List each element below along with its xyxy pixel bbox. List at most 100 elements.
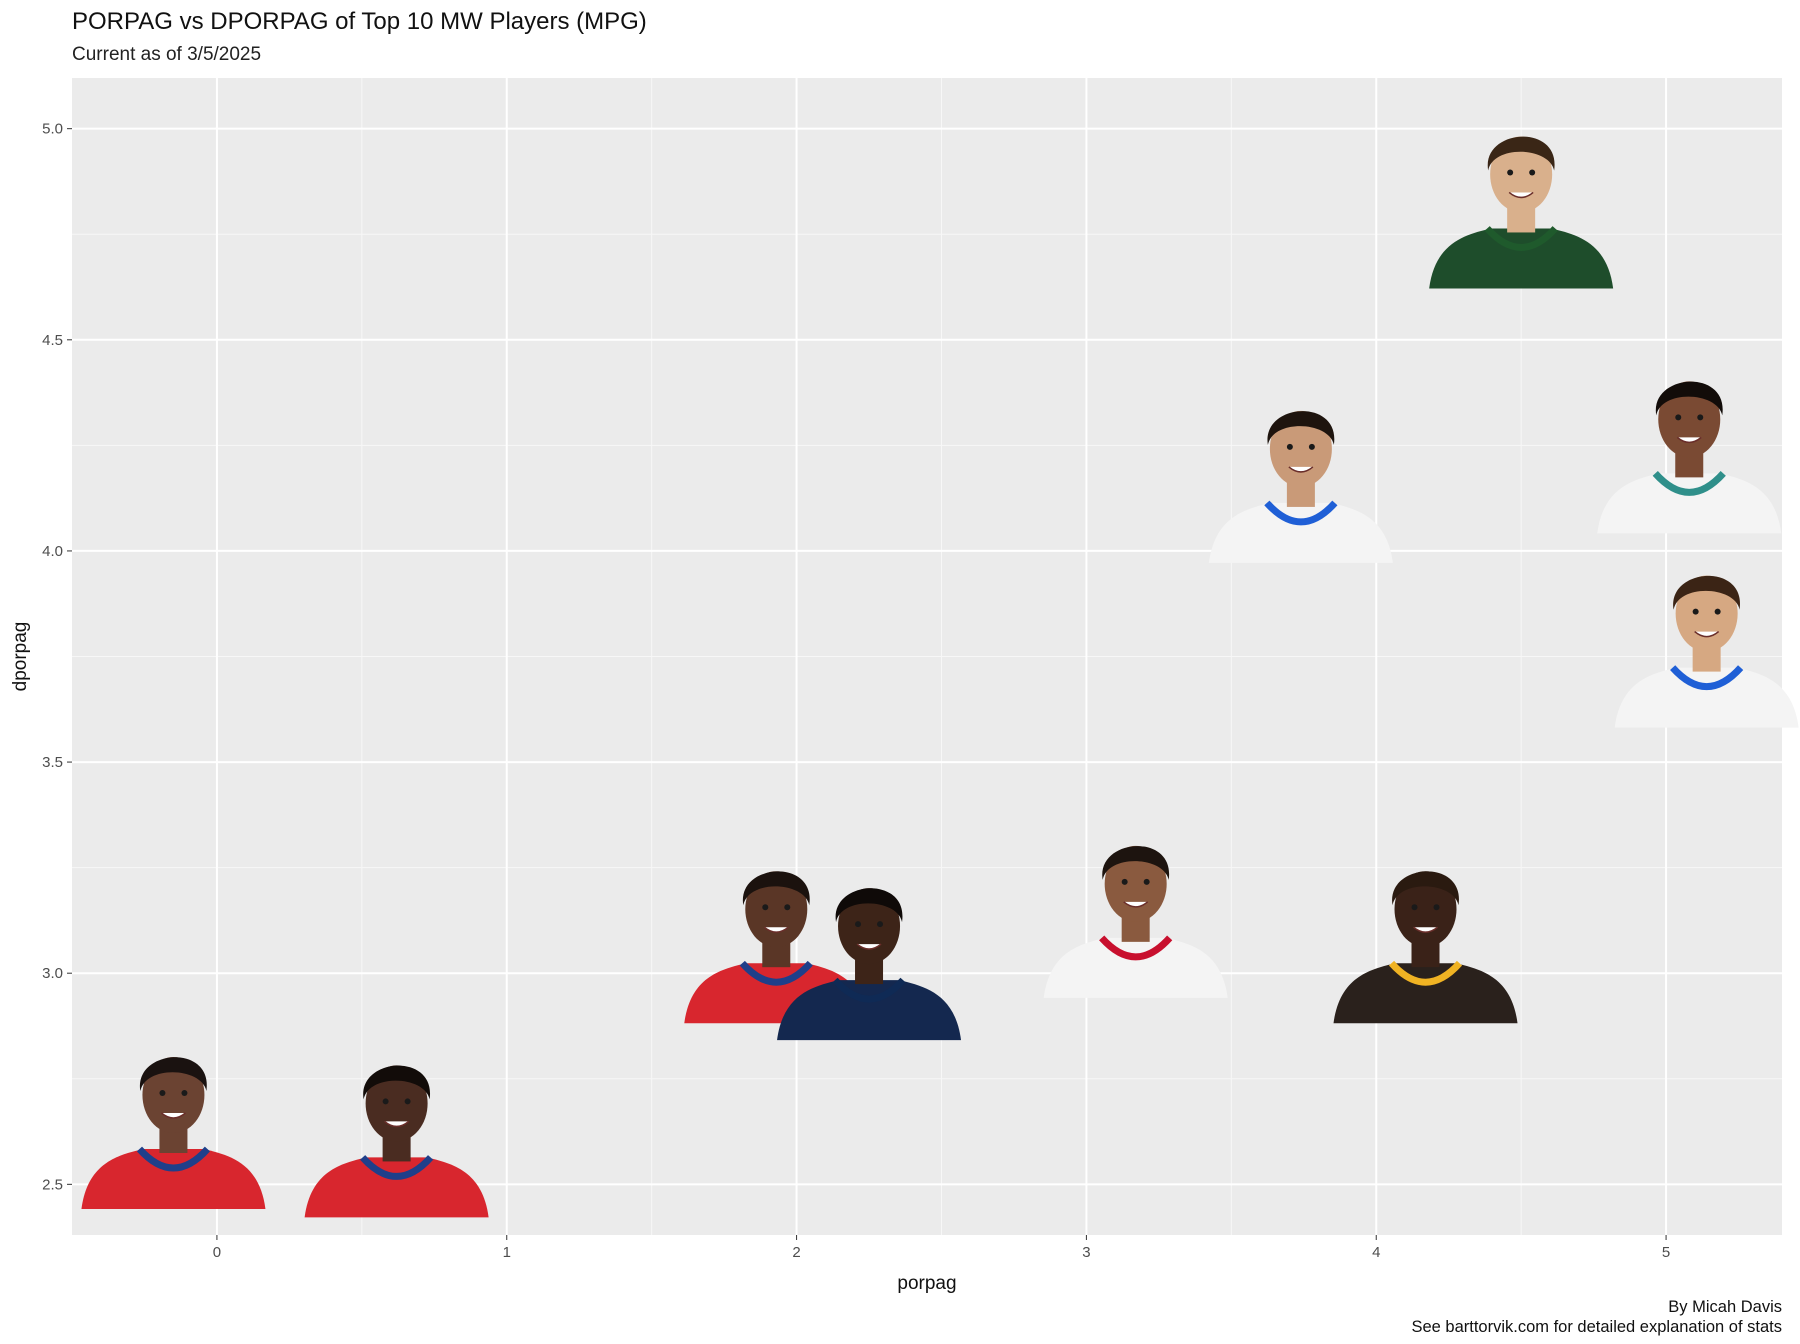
hair-shape	[363, 1065, 431, 1100]
smile-shape	[384, 1120, 410, 1128]
caption-author: By Micah Davis	[1668, 1298, 1782, 1316]
jersey-shape	[777, 980, 962, 1041]
x-tick-label: 4	[1372, 1244, 1380, 1261]
hair-shape	[835, 888, 903, 923]
player-headshot-marker	[777, 888, 962, 1041]
eye-shape	[784, 904, 791, 911]
player-headshot-marker	[1043, 845, 1228, 998]
face-shape	[1675, 575, 1738, 652]
chart-subtitle: Current as of 3/5/2025	[72, 44, 262, 65]
major-grid	[72, 78, 1782, 1235]
smile-shape	[856, 943, 882, 950]
y-tick-label: 2.5	[42, 1176, 63, 1193]
y-tick-label: 3.0	[42, 965, 63, 982]
face-shape	[838, 888, 901, 965]
hair-shape	[1673, 575, 1741, 610]
face-shape	[1394, 871, 1457, 948]
player-headshot-marker	[304, 1065, 489, 1218]
face-shape	[1658, 381, 1721, 458]
x-tick-label: 2	[792, 1244, 800, 1261]
hair-shape	[140, 1057, 207, 1091]
jersey-shape	[1208, 502, 1393, 563]
hair-shape	[742, 871, 810, 906]
jersey-trim	[832, 977, 906, 1003]
jersey-shape	[1597, 473, 1782, 534]
y-tick-label: 3.5	[42, 754, 63, 771]
player-headshot-marker	[1429, 136, 1614, 289]
y-axis-title: dporpag	[10, 622, 31, 692]
jersey-shape	[1429, 228, 1614, 289]
jersey-shape	[1333, 963, 1518, 1024]
eye-shape	[1308, 443, 1315, 450]
player-headshot-marker	[1614, 575, 1799, 728]
eye-shape	[382, 1098, 389, 1105]
face-shape	[365, 1065, 428, 1142]
eye-shape	[1143, 878, 1150, 885]
jersey-trim	[1264, 500, 1338, 526]
data-points	[81, 136, 1799, 1218]
chart-title: PORPAG vs DPORPAG of Top 10 MW Players (…	[72, 8, 647, 35]
jersey-shape	[81, 1148, 266, 1209]
jersey-trim	[1388, 960, 1463, 986]
jersey-trim	[136, 1146, 211, 1172]
eye-shape	[1411, 904, 1418, 911]
face-shape	[1269, 410, 1332, 487]
smile-shape	[1676, 436, 1702, 444]
player-headshot-marker	[81, 1056, 266, 1209]
smile-shape	[160, 1112, 186, 1119]
smile-shape	[1288, 466, 1314, 473]
jersey-trim	[1670, 665, 1744, 691]
face-shape	[1490, 136, 1553, 213]
smile-shape	[1508, 191, 1534, 199]
jersey-trim	[360, 1155, 434, 1180]
x-axis-title: porpag	[897, 1273, 956, 1294]
axis-ticks: 0 1 2 3 4 5 2.5 3.0 3.5 4.0 4.5 5.0	[42, 121, 1670, 1261]
smile-shape	[763, 926, 789, 933]
smile-shape	[1123, 901, 1149, 908]
eye-shape	[404, 1098, 411, 1105]
x-tick-label: 0	[213, 1244, 221, 1261]
jersey-shape	[1614, 667, 1799, 728]
hair-shape	[1102, 846, 1170, 880]
x-tick-label: 3	[1082, 1244, 1090, 1261]
jersey-shape	[304, 1157, 489, 1218]
hair-shape	[1655, 381, 1723, 416]
face-shape	[1104, 845, 1167, 922]
smile-shape	[1413, 926, 1438, 933]
caption-source: See barttorvik.com for detailed explanat…	[1411, 1318, 1782, 1336]
jersey-trim	[739, 960, 813, 986]
eye-shape	[1714, 608, 1721, 615]
eye-shape	[159, 1089, 166, 1096]
eye-shape	[1692, 608, 1699, 615]
eye-shape	[855, 921, 862, 928]
player-headshot-marker	[1208, 410, 1393, 563]
jersey-trim	[1652, 470, 1726, 496]
face-shape	[745, 871, 808, 948]
eye-shape	[877, 921, 884, 928]
eye-shape	[1697, 414, 1704, 421]
jersey-shape	[1043, 937, 1228, 998]
y-tick-label: 5.0	[42, 121, 63, 138]
x-tick-label: 1	[503, 1244, 511, 1261]
jersey-trim	[1484, 226, 1558, 251]
eye-shape	[1433, 904, 1440, 911]
hair-shape	[1392, 871, 1459, 906]
eye-shape	[1507, 169, 1514, 176]
jersey-trim	[1099, 935, 1173, 961]
eye-shape	[1121, 878, 1128, 885]
eye-shape	[1675, 414, 1682, 421]
y-tick-label: 4.0	[42, 543, 63, 560]
eye-shape	[181, 1089, 188, 1096]
player-headshot-marker	[1333, 871, 1518, 1024]
eye-shape	[1286, 443, 1293, 450]
eye-shape	[762, 904, 769, 911]
player-headshot-marker	[1597, 381, 1782, 534]
hair-shape	[1267, 411, 1335, 445]
smile-shape	[1694, 631, 1720, 638]
eye-shape	[1529, 169, 1536, 176]
hair-shape	[1487, 136, 1555, 171]
face-shape	[142, 1056, 205, 1133]
y-tick-label: 4.5	[42, 332, 63, 349]
x-tick-label: 5	[1662, 1244, 1670, 1261]
